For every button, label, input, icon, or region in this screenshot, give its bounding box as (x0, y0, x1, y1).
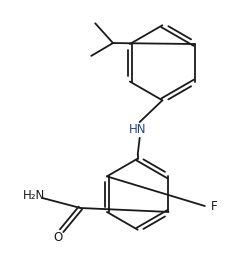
Text: HN: HN (128, 123, 146, 136)
Text: H₂N: H₂N (23, 189, 45, 202)
Text: O: O (53, 231, 62, 244)
Text: F: F (210, 199, 216, 213)
